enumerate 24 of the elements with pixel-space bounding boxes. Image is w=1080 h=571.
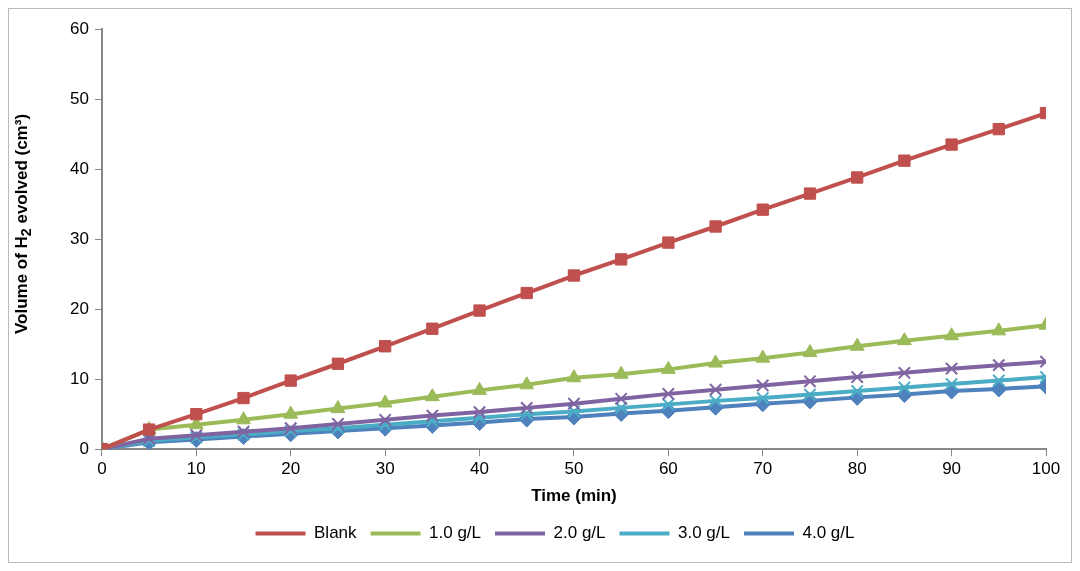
legend-label: 2.0 g/L bbox=[553, 523, 606, 543]
y-tick-label: 30 bbox=[69, 228, 89, 248]
y-tick-label: 20 bbox=[69, 298, 89, 318]
x-tick-label: 10 bbox=[186, 459, 206, 479]
y-tick-label: 40 bbox=[69, 158, 89, 178]
x-tick-label: 40 bbox=[470, 459, 490, 479]
x-tick-label: 20 bbox=[281, 459, 301, 479]
legend-label: 1.0 g/L bbox=[429, 523, 482, 543]
x-axis-title: Time (min) bbox=[531, 486, 617, 506]
y-tick-label: 0 bbox=[79, 438, 89, 458]
x-tick-label: 30 bbox=[375, 459, 395, 479]
x-tick-label: 50 bbox=[564, 459, 584, 479]
legend-label: 3.0 g/L bbox=[678, 523, 731, 543]
legend-label: Blank bbox=[314, 523, 358, 543]
y-tick-label: 60 bbox=[69, 18, 89, 38]
x-tick-label: 90 bbox=[942, 459, 962, 479]
y-tick-label: 10 bbox=[69, 368, 89, 388]
y-tick-label: 50 bbox=[69, 88, 89, 108]
x-tick-label: 60 bbox=[658, 459, 678, 479]
x-tick-label: 80 bbox=[847, 459, 867, 479]
legend-label: 4.0 g/L bbox=[802, 523, 855, 543]
x-tick-label: 70 bbox=[753, 459, 773, 479]
x-tick-label: 100 bbox=[1031, 459, 1061, 479]
x-tick-label: 0 bbox=[97, 459, 107, 479]
